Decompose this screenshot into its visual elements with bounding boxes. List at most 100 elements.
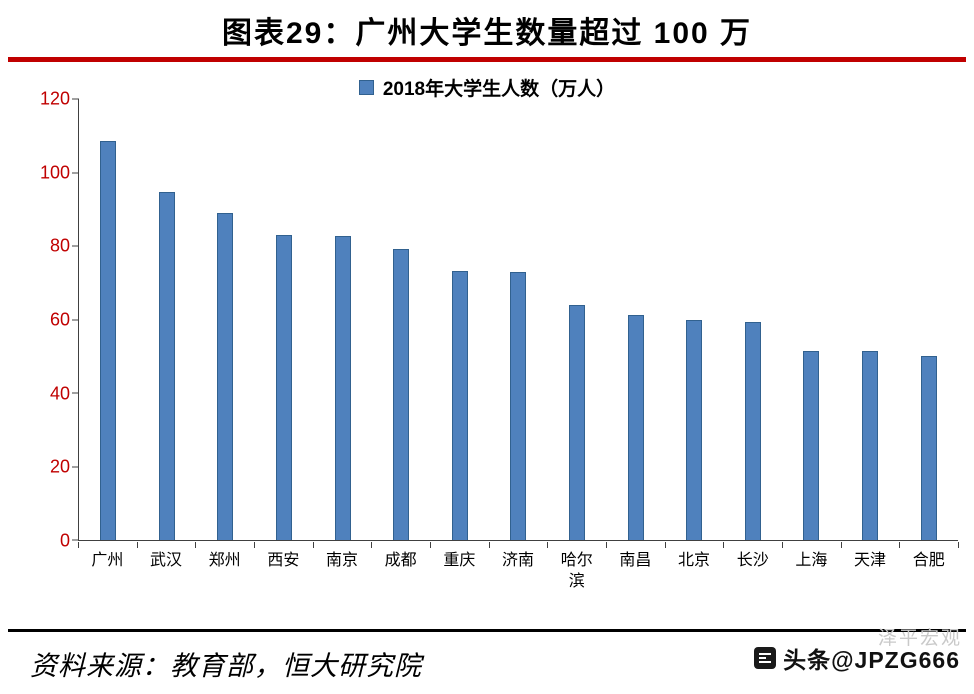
y-tick-label: 120 — [39, 88, 70, 109]
bar-郑州 — [217, 213, 234, 540]
y-tick-mark — [72, 245, 79, 247]
footer-divider — [8, 629, 966, 632]
bar-slot — [138, 99, 197, 540]
watermark-text: 头条@JPZG666 — [783, 647, 960, 673]
x-tick-label: 重庆 — [443, 552, 476, 569]
x-tick-mark — [488, 542, 490, 548]
bar-北京 — [686, 319, 703, 540]
bar-天津 — [862, 351, 879, 540]
bar-slot — [196, 99, 255, 540]
x-tick-label: 郑州 — [208, 552, 241, 569]
bar-slot — [489, 99, 548, 540]
bar-slot — [665, 99, 724, 540]
bar-slot — [899, 99, 958, 540]
bar-长沙 — [744, 322, 761, 540]
bar-slot — [782, 99, 841, 540]
y-tick-mark — [72, 392, 79, 394]
x-label-slot: 广州 — [78, 551, 137, 593]
x-tick-mark — [547, 542, 549, 548]
x-label-slot: 长沙 — [723, 551, 782, 593]
x-label-slot: 合肥 — [899, 551, 958, 593]
y-tick-label: 100 — [39, 162, 70, 183]
x-label-slot: 重庆 — [430, 551, 489, 593]
y-tick-label: 40 — [49, 383, 70, 404]
bar-series — [79, 99, 958, 540]
bar-成都 — [393, 248, 410, 540]
x-tick-mark — [899, 542, 901, 548]
x-tick-mark — [840, 542, 842, 548]
x-tick-mark — [136, 542, 138, 548]
legend-swatch-icon — [358, 80, 374, 95]
bar-广州 — [100, 140, 117, 540]
page-title: 图表29：广州大学生数量超过 100 万 — [221, 17, 753, 50]
bar-合肥 — [920, 355, 937, 540]
bar-slot — [431, 99, 490, 540]
x-tick-mark — [430, 542, 431, 548]
y-tick-label: 20 — [49, 456, 70, 477]
x-tick-mark — [723, 542, 725, 548]
x-tick-label: 哈尔滨 — [560, 552, 593, 590]
x-tick-mark — [664, 542, 666, 548]
watermark-line: 头条@JPZG666 — [754, 641, 960, 675]
bar-slot — [372, 99, 431, 540]
bar-slot — [724, 99, 783, 540]
x-tick-label: 北京 — [678, 552, 711, 569]
bar-重庆 — [451, 271, 468, 540]
x-label-slot: 哈尔滨 — [547, 551, 606, 593]
bar-南京 — [334, 236, 351, 540]
x-tick-label: 武汉 — [149, 552, 182, 569]
y-axis: 0 20 40 60 80 100 120 — [26, 89, 70, 551]
bar-南昌 — [627, 315, 644, 540]
x-tick-label: 天津 — [854, 552, 887, 569]
source-text: 资料来源：教育部，恒大研究院 — [30, 651, 422, 681]
bar-slot — [606, 99, 665, 540]
x-tick-mark — [371, 542, 373, 548]
bar-西安 — [276, 234, 293, 540]
bar-武汉 — [158, 192, 175, 540]
title-divider — [8, 57, 966, 62]
x-tick-mark — [78, 542, 79, 548]
bar-slot — [79, 99, 138, 540]
x-label-slot: 济南 — [489, 551, 548, 593]
y-tick-mark — [72, 466, 79, 468]
x-tick-mark — [195, 542, 197, 548]
bar-哈尔滨 — [569, 305, 586, 540]
x-tick-label: 上海 — [795, 552, 828, 569]
y-tick-mark — [72, 98, 79, 100]
x-tick-label: 济南 — [502, 552, 535, 569]
bar-上海 — [803, 350, 820, 540]
chart-legend: 2018年大学生人数（万人） — [0, 74, 974, 101]
x-axis-ticks — [78, 542, 959, 548]
x-label-slot: 上海 — [782, 551, 841, 593]
x-label-slot: 成都 — [371, 551, 430, 593]
watermark: 泽平宏观 头条@JPZG666 — [754, 628, 960, 675]
x-tick-label: 南昌 — [619, 552, 652, 569]
y-tick-label: 60 — [49, 309, 70, 330]
gray-stamp-text: 泽平宏观 — [877, 628, 962, 649]
x-tick-label: 广州 — [91, 552, 124, 569]
x-label-slot: 南京 — [313, 551, 372, 593]
x-axis-labels: 广州 武汉 郑州 西安 南京 成都 重庆 济南 哈尔滨 南昌 北京 长沙 上海 天津 合肥 — [78, 551, 958, 593]
y-tick-mark — [72, 319, 79, 320]
plot-area — [72, 98, 958, 541]
x-tick-mark — [254, 542, 255, 548]
x-tick-label: 西安 — [267, 552, 300, 569]
y-tick-label: 0 — [59, 530, 70, 551]
bar-slot — [255, 99, 314, 540]
toutiao-icon — [754, 647, 777, 669]
x-tick-mark — [958, 542, 959, 548]
x-tick-mark — [782, 542, 783, 548]
x-tick-label: 南京 — [326, 552, 359, 569]
x-tick-label: 成都 — [384, 552, 417, 569]
x-tick-label: 长沙 — [736, 552, 769, 569]
bar-济南 — [510, 272, 527, 540]
x-label-slot: 北京 — [665, 551, 724, 593]
bar-slot — [313, 99, 372, 540]
x-label-slot: 郑州 — [195, 551, 254, 593]
x-label-slot: 武汉 — [137, 551, 196, 593]
bar-slot — [841, 99, 900, 540]
x-tick-mark — [606, 542, 607, 548]
y-tick-label: 80 — [49, 235, 70, 256]
y-tick-mark — [72, 172, 79, 173]
